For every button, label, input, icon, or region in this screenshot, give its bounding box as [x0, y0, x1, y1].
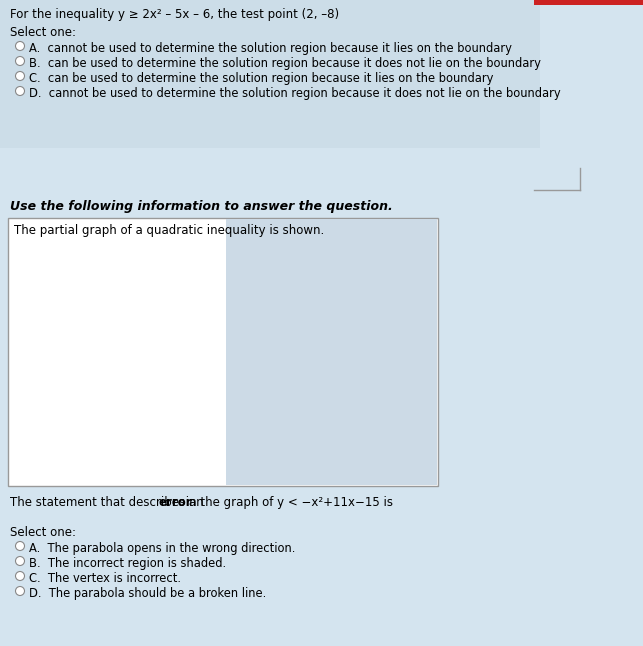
Text: 0: 0: [50, 455, 56, 465]
Text: D.  cannot be used to determine the solution region because it does not lie on t: D. cannot be used to determine the solut…: [29, 87, 561, 100]
Text: A.  cannot be used to determine the solution region because it lies on the bound: A. cannot be used to determine the solut…: [29, 42, 512, 55]
Text: in the graph of y < −x²+11x−15 is: in the graph of y < −x²+11x−15 is: [182, 496, 393, 509]
Text: B.  The incorrect region is shaded.: B. The incorrect region is shaded.: [29, 557, 226, 570]
Text: C.  can be used to determine the solution region because it lies on the boundary: C. can be used to determine the solution…: [29, 72, 493, 85]
Text: x: x: [224, 434, 230, 444]
Text: D.  The parabola should be a broken line.: D. The parabola should be a broken line.: [29, 587, 266, 600]
Text: B.  can be used to determine the solution region because it does not lie on the : B. can be used to determine the solution…: [29, 57, 541, 70]
Text: Select one:: Select one:: [10, 26, 76, 39]
Text: y: y: [62, 240, 69, 251]
Text: The partial graph of a quadratic inequality is shown.: The partial graph of a quadratic inequal…: [14, 224, 324, 237]
Text: A.  The parabola opens in the wrong direction.: A. The parabola opens in the wrong direc…: [29, 542, 295, 555]
Text: The statement that describes an: The statement that describes an: [10, 496, 208, 509]
Text: C.  The vertex is incorrect.: C. The vertex is incorrect.: [29, 572, 181, 585]
Text: Use the following information to answer the question.: Use the following information to answer …: [10, 200, 393, 213]
Text: error: error: [159, 496, 192, 509]
Text: For the inequality y ≥ 2x² – 5x – 6, the test point (2, –8): For the inequality y ≥ 2x² – 5x – 6, the…: [10, 8, 339, 21]
Text: Select one:: Select one:: [10, 526, 76, 539]
